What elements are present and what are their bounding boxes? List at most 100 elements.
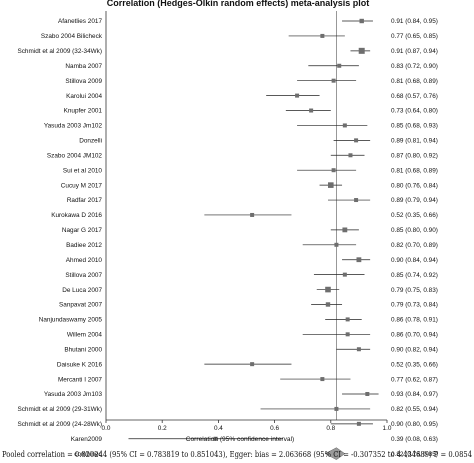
study-point-marker bbox=[345, 317, 350, 322]
study-label: Willem 2004 bbox=[67, 332, 103, 339]
study-label: Stillova 2007 bbox=[65, 272, 102, 279]
study-value-label: 0.39 (0.08, 0.63) bbox=[391, 436, 438, 443]
study-point-marker bbox=[250, 212, 255, 217]
study-label: Sanpavat 2007 bbox=[59, 302, 102, 309]
study-value-label: 0.73 (0.64, 0.80) bbox=[391, 108, 438, 115]
study-value-label: 0.79 (0.73, 0.84) bbox=[391, 302, 438, 309]
study-label: Schmidt et al 2009 (24-28Wk) bbox=[17, 421, 102, 428]
study-point-marker bbox=[250, 362, 255, 367]
study-value-label: 0.91 (0.87, 0.94) bbox=[391, 48, 438, 55]
study-value-label: 0.81 (0.68, 0.89) bbox=[391, 167, 438, 174]
study-point-marker bbox=[320, 377, 325, 382]
study-value-label: 0.82 (0.55, 0.94) bbox=[391, 406, 438, 413]
study-label: Nanjundaswamy 2005 bbox=[39, 317, 103, 324]
study-label: Schmidt et al 2009 (29-31Wk) bbox=[17, 406, 102, 413]
study-label: Stillova 2009 bbox=[65, 78, 102, 85]
footnote: Pooled correlation = 0.820244 (95% CI = … bbox=[2, 449, 472, 460]
study-label: Szabo 2004 Bilicheck bbox=[41, 33, 103, 40]
study-value-label: 0.85 (0.74, 0.92) bbox=[391, 272, 438, 279]
study-value-label: 0.79 (0.75, 0.83) bbox=[391, 287, 438, 294]
study-point-marker bbox=[325, 286, 331, 293]
study-value-label: 0.82 (0.70, 0.89) bbox=[391, 242, 438, 249]
study-label: Yasuda 2003 Jm102 bbox=[44, 123, 103, 130]
study-point-marker bbox=[345, 332, 350, 337]
study-value-label: 0.80 (0.76, 0.84) bbox=[391, 182, 438, 189]
x-tick-label: 0.2 bbox=[158, 425, 167, 432]
study-point-marker bbox=[342, 272, 347, 277]
study-label: Schmidt et al 2009 (32-34Wk) bbox=[17, 48, 102, 55]
study-point-marker bbox=[354, 138, 359, 143]
study-label: Donzelli bbox=[79, 138, 102, 145]
study-point-marker bbox=[325, 302, 331, 307]
study-point-marker bbox=[334, 406, 339, 411]
study-point-marker bbox=[331, 78, 336, 83]
x-tick-label: 0.6 bbox=[270, 425, 279, 432]
study-value-label: 0.89 (0.79, 0.94) bbox=[391, 197, 438, 204]
study-value-label: 0.87 (0.80, 0.92) bbox=[391, 152, 438, 159]
study-label: Radfar 2017 bbox=[67, 197, 103, 204]
study-point-marker bbox=[356, 347, 361, 352]
study-point-marker bbox=[359, 18, 364, 24]
study-point-marker bbox=[213, 436, 218, 441]
x-tick-label: 0.4 bbox=[214, 425, 223, 432]
study-value-label: 0.91 (0.84, 0.95) bbox=[391, 18, 438, 25]
study-label: Szabo 2004 JM102 bbox=[47, 152, 103, 159]
study-point-marker bbox=[358, 47, 365, 54]
x-axis: 0.0 0.2 0.4 0.6 0.8 1.0 bbox=[102, 419, 392, 432]
x-tick-label: 0.8 bbox=[326, 425, 335, 432]
study-value-label: 0.93 (0.84, 0.97) bbox=[391, 391, 438, 398]
combined-label: combined bbox=[74, 451, 102, 458]
study-label: Knupfer 2001 bbox=[64, 108, 103, 115]
study-value-label: 0.52 (0.35, 0.66) bbox=[391, 212, 438, 219]
study-point-marker bbox=[342, 123, 347, 128]
study-value-label: 0.81 (0.68, 0.89) bbox=[391, 78, 438, 85]
x-tick-label: 0.0 bbox=[102, 425, 111, 432]
study-label: Karolui 2004 bbox=[66, 93, 102, 100]
combined-diamond bbox=[324, 447, 346, 460]
study-value-label: 0.90 (0.80, 0.95) bbox=[391, 421, 438, 428]
study-label: Bhutani 2000 bbox=[64, 346, 102, 353]
study-point-marker bbox=[354, 198, 359, 203]
study-point-marker bbox=[331, 168, 336, 173]
study-point-marker bbox=[348, 153, 353, 158]
study-label: De Luca 2007 bbox=[62, 287, 102, 294]
study-point-marker bbox=[295, 93, 300, 98]
study-label: Mercanti I 2007 bbox=[58, 376, 102, 383]
study-value-label: 0.85 (0.80, 0.90) bbox=[391, 227, 438, 234]
study-label: Daisuke K 2016 bbox=[57, 361, 103, 368]
study-point-marker bbox=[309, 108, 314, 113]
study-point-marker bbox=[365, 392, 370, 396]
plot-area bbox=[105, 11, 379, 460]
study-value-label: 0.68 (0.57, 0.76) bbox=[391, 93, 438, 100]
study-label: Badiee 2012 bbox=[66, 242, 102, 249]
study-point-marker bbox=[342, 227, 348, 233]
study-value-label: 0.77 (0.62, 0.87) bbox=[391, 376, 438, 383]
study-point-marker bbox=[356, 421, 361, 426]
study-value-label: 0.85 (0.68, 0.93) bbox=[391, 123, 438, 130]
study-point-marker bbox=[320, 33, 325, 38]
study-label: Sui et al 2010 bbox=[63, 167, 103, 174]
study-value-label: 0.90 (0.84, 0.94) bbox=[391, 257, 438, 264]
study-label: Yasuda 2003 Jm103 bbox=[44, 391, 103, 398]
study-value-label: 0.52 (0.35, 0.66) bbox=[391, 361, 438, 368]
study-label: Afanetlies 2017 bbox=[58, 18, 103, 25]
study-label: Cucuy M 2017 bbox=[61, 182, 103, 189]
x-tick-label: 1.0 bbox=[383, 425, 392, 432]
study-label: Namba 2007 bbox=[65, 63, 102, 70]
study-point-marker bbox=[328, 182, 334, 188]
study-label: Kurokawa D 2016 bbox=[51, 212, 102, 219]
study-point-marker bbox=[356, 257, 362, 263]
chart-title: Correlation (Hedges-Olkin random effects… bbox=[107, 0, 370, 8]
combined-value-label: 0.82 (0.78, 0.85) bbox=[391, 451, 438, 458]
study-point-marker bbox=[337, 63, 342, 68]
study-value-label: 0.86 (0.70, 0.94) bbox=[391, 332, 438, 339]
study-value-label: 0.83 (0.72, 0.90) bbox=[391, 63, 438, 70]
value-labels: 0.91 (0.84, 0.95) 0.77 (0.65, 0.85) 0.91 (… bbox=[391, 18, 438, 458]
x-axis-label: Correlation (95% confidence interval) bbox=[186, 436, 295, 443]
study-label: Ahmed 2010 bbox=[66, 257, 103, 264]
study-labels: Afanetlies 2017 Szabo 2004 Bilicheck Schmi… bbox=[17, 18, 102, 458]
study-value-label: 0.89 (0.81, 0.94) bbox=[391, 138, 438, 145]
study-value-label: 0.90 (0.82, 0.94) bbox=[391, 346, 438, 353]
